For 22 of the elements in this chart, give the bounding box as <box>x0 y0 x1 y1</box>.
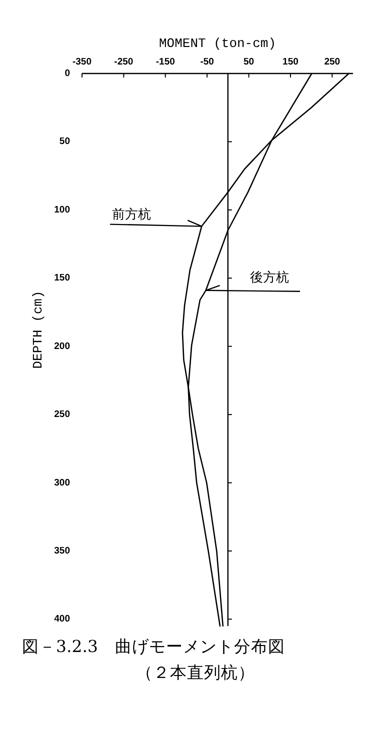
annotation: 後方杭 <box>250 269 289 286</box>
y-tick-label: 50 <box>59 136 70 148</box>
y-tick-label: 350 <box>54 545 70 556</box>
x-tick-label: -250 <box>114 56 134 68</box>
y-tick-label: 200 <box>54 340 70 352</box>
y-tick-label: 400 <box>54 614 70 625</box>
x-tick-label: 250 <box>324 56 340 68</box>
text: （２本直列杭） <box>136 663 255 682</box>
annotation: 前方杭 <box>112 206 151 222</box>
y-tick-label: 250 <box>54 409 70 420</box>
x-tick-label: -150 <box>156 56 175 68</box>
y-tick-label: 150 <box>54 272 70 284</box>
y-tick-label: 300 <box>54 477 70 488</box>
x-tick-label: -350 <box>72 56 92 68</box>
x-axis-title: MOMENT (ton-cm) <box>158 36 276 51</box>
x-tick-label: 50 <box>243 56 254 68</box>
x-tick-label: 150 <box>282 56 298 68</box>
x-tick-label: -50 <box>200 56 214 68</box>
y-tick-label: 0 <box>64 68 70 80</box>
text: 図－3.2.3 曲げモーメント分布図 <box>22 637 285 656</box>
y-tick-label: 100 <box>54 204 70 216</box>
y-axis-title: DEPTH (cm) <box>30 290 46 369</box>
